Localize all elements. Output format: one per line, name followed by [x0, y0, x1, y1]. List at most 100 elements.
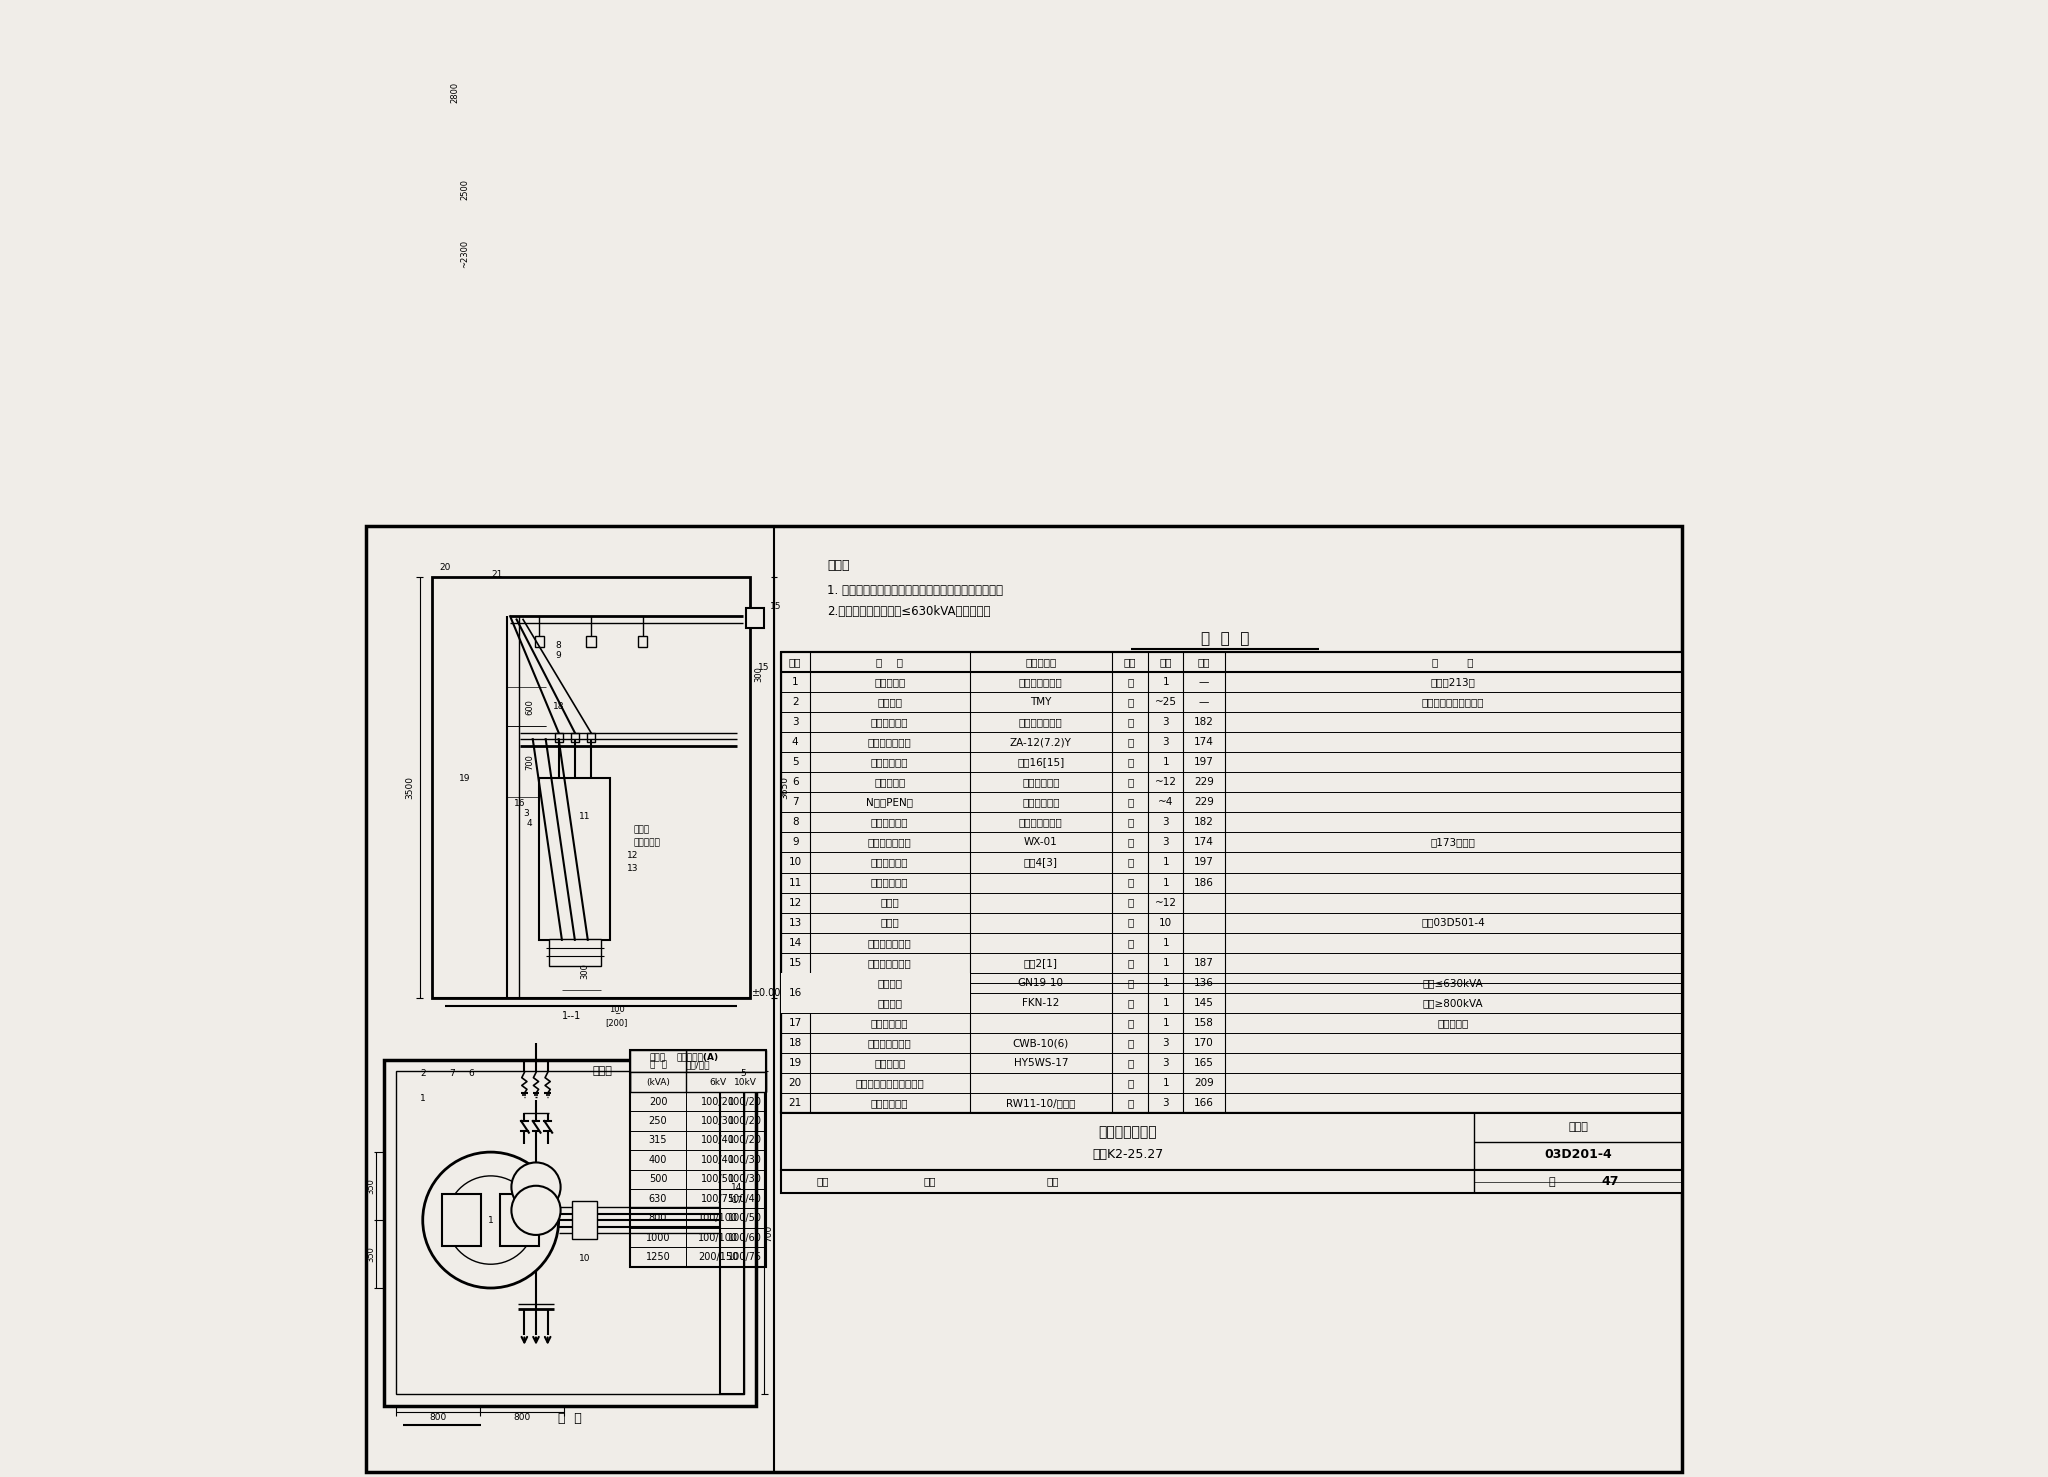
Text: ~12: ~12	[1155, 777, 1178, 787]
Text: 主接线: 主接线	[592, 1066, 612, 1075]
Text: 1: 1	[420, 1094, 426, 1103]
Bar	[631, 1050, 766, 1072]
Text: 186: 186	[1194, 877, 1214, 888]
Text: 350: 350	[367, 1245, 375, 1261]
Text: 接地见213页: 接地见213页	[1432, 676, 1475, 687]
Text: 3650: 3650	[780, 777, 791, 799]
Bar	[745, 609, 764, 628]
Text: 136: 136	[1194, 978, 1214, 988]
Text: 17: 17	[733, 1196, 743, 1205]
Text: 21: 21	[492, 570, 504, 579]
Text: 1--1: 1--1	[561, 1012, 582, 1021]
Text: 100/30: 100/30	[729, 1174, 762, 1185]
Text: 图集号: 图集号	[1569, 1123, 1587, 1133]
Text: 11: 11	[788, 877, 803, 888]
Text: 参覆03D501-4: 参覆03D501-4	[1421, 917, 1485, 928]
Text: 2800: 2800	[451, 81, 459, 102]
Text: 户外式穿墙套管: 户外式穿墙套管	[868, 1038, 911, 1049]
Text: 4: 4	[793, 737, 799, 747]
Text: 800: 800	[428, 1413, 446, 1422]
Text: 手力操动机构: 手力操动机构	[870, 1018, 909, 1028]
Text: 1000: 1000	[645, 1232, 670, 1242]
Bar	[383, 1059, 756, 1406]
Text: 16b: 16b	[784, 998, 805, 1007]
Text: 台: 台	[1126, 998, 1133, 1007]
Text: 18: 18	[553, 703, 565, 712]
Text: 16: 16	[514, 799, 526, 808]
Text: 100/20: 100/20	[729, 1117, 762, 1125]
Text: 20: 20	[788, 1078, 801, 1089]
Text: 接地线: 接地线	[633, 826, 649, 835]
Text: 166: 166	[1194, 1099, 1214, 1108]
Text: 200/150: 200/150	[698, 1252, 739, 1261]
Bar	[442, 1195, 481, 1247]
Text: 10: 10	[788, 858, 801, 867]
Text: 1: 1	[793, 676, 799, 687]
Text: GN19-10: GN19-10	[1018, 978, 1063, 988]
Text: 低压母线支架: 低压母线支架	[870, 858, 909, 867]
Text: 跌落式熳断器: 跌落式熳断器	[870, 1099, 909, 1108]
Text: 19: 19	[788, 1058, 803, 1068]
Bar	[780, 1114, 1681, 1170]
Text: 熳断器电流(A): 熳断器电流(A)	[676, 1053, 719, 1062]
Text: CWB-10(6): CWB-10(6)	[1012, 1038, 1069, 1049]
Circle shape	[446, 1176, 535, 1264]
Text: 7: 7	[449, 1069, 455, 1078]
Text: 10kV: 10kV	[733, 1078, 758, 1087]
Text: 100/40: 100/40	[700, 1155, 735, 1165]
Text: 700: 700	[524, 753, 535, 770]
Bar	[809, 993, 969, 1013]
Text: RW11-10/见附表: RW11-10/见附表	[1006, 1099, 1075, 1108]
Text: 100/40: 100/40	[700, 1136, 735, 1146]
Text: 校对: 校对	[924, 1177, 936, 1186]
Bar	[549, 938, 600, 966]
Text: 1: 1	[1163, 676, 1169, 687]
Text: —: —	[1198, 676, 1208, 687]
Text: 单位: 单位	[1124, 657, 1137, 666]
Bar	[780, 651, 1681, 1114]
Text: 800: 800	[649, 1213, 668, 1223]
Text: 名    称: 名 称	[877, 657, 903, 666]
Text: 15: 15	[770, 603, 780, 611]
Text: 米: 米	[1126, 777, 1133, 787]
Text: ±0.00: ±0.00	[752, 988, 780, 998]
Text: 3: 3	[1163, 837, 1169, 848]
Text: 3: 3	[1163, 716, 1169, 727]
Text: 182: 182	[1194, 716, 1214, 727]
Text: 14: 14	[731, 1183, 741, 1192]
Text: 1250: 1250	[645, 1252, 670, 1261]
Text: 197: 197	[1194, 758, 1214, 767]
Text: 平  面: 平 面	[559, 1412, 582, 1425]
Text: 米: 米	[1126, 798, 1133, 808]
Text: 6: 6	[469, 1069, 475, 1078]
Text: 电车线路绛缘子: 电车线路绛缘子	[868, 837, 911, 848]
Text: 18: 18	[788, 1038, 803, 1049]
Text: 3: 3	[1163, 1038, 1169, 1049]
Bar	[631, 1072, 766, 1092]
Text: 15: 15	[788, 957, 803, 967]
Text: 100/20: 100/20	[729, 1136, 762, 1146]
Text: 1: 1	[1163, 758, 1169, 767]
Text: 100/20: 100/20	[729, 1096, 762, 1106]
Bar	[539, 778, 610, 939]
Text: 174: 174	[1194, 837, 1214, 848]
Text: 型号及规格: 型号及规格	[1026, 657, 1057, 666]
Text: 见附录（四）: 见附录（四）	[1022, 777, 1059, 787]
Text: 100/20: 100/20	[700, 1096, 735, 1106]
Text: 高压支柱绛缘子: 高压支柱绛缘子	[868, 737, 911, 747]
Text: 47: 47	[1602, 1176, 1620, 1188]
Text: 100/50: 100/50	[700, 1174, 735, 1185]
Text: 设计: 设计	[1047, 1177, 1059, 1186]
Text: 10: 10	[580, 1254, 590, 1263]
Bar	[535, 635, 545, 647]
Text: 高压避雷器: 高压避雷器	[874, 1058, 905, 1068]
Text: 500: 500	[649, 1174, 668, 1185]
Text: 米: 米	[1126, 697, 1133, 707]
Text: 接地线: 接地线	[881, 898, 899, 907]
Text: 20: 20	[440, 563, 451, 572]
Text: 300: 300	[580, 963, 590, 979]
Text: 个: 个	[1126, 1038, 1133, 1049]
Text: 1. 侧墙上低压母线出线孔的平面位置由工程设计确定。: 1. 侧墙上低压母线出线孔的平面位置由工程设计确定。	[827, 583, 1004, 597]
Text: 6kV: 6kV	[709, 1078, 727, 1087]
Text: 高压母线夹具: 高压母线夹具	[870, 716, 909, 727]
